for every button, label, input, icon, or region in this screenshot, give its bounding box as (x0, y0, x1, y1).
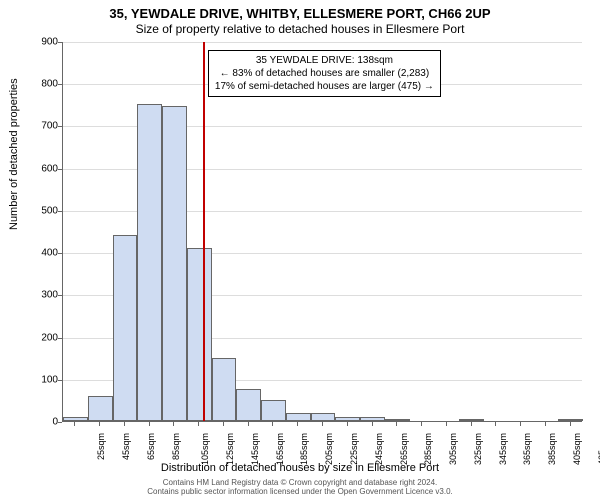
histogram-bar (162, 106, 187, 421)
chart-title-sub: Size of property relative to detached ho… (0, 22, 600, 36)
ytick-mark (58, 211, 62, 212)
xtick-label: 145sqm (250, 433, 260, 465)
xtick-label: 165sqm (275, 433, 285, 465)
histogram-bar (88, 396, 113, 421)
plot-area (62, 42, 582, 422)
histogram-bar (360, 417, 385, 421)
xtick-label: 265sqm (399, 433, 409, 465)
xtick-mark (347, 422, 348, 426)
ytick-mark (58, 422, 62, 423)
credit-text: Contains HM Land Registry data © Crown c… (0, 478, 600, 497)
xtick-mark (198, 422, 199, 426)
xtick-mark (124, 422, 125, 426)
xtick-mark (173, 422, 174, 426)
histogram-bar (236, 389, 261, 421)
xtick-mark (446, 422, 447, 426)
xtick-label: 305sqm (448, 433, 458, 465)
xtick-label: 365sqm (522, 433, 532, 465)
histogram-bar (137, 104, 162, 421)
histogram-bar (286, 413, 311, 421)
xtick-mark (223, 422, 224, 426)
xtick-mark (322, 422, 323, 426)
xtick-mark (570, 422, 571, 426)
xtick-mark (421, 422, 422, 426)
xtick-mark (372, 422, 373, 426)
histogram-bar (385, 419, 410, 421)
ytick-mark (58, 295, 62, 296)
xtick-label: 285sqm (423, 433, 433, 465)
ytick-label: 400 (28, 248, 58, 259)
ytick-label: 900 (28, 37, 58, 48)
xtick-mark (471, 422, 472, 426)
ytick-mark (58, 84, 62, 85)
xtick-mark (272, 422, 273, 426)
xtick-label: 125sqm (225, 433, 235, 465)
histogram-bar (63, 417, 88, 421)
gridline (63, 42, 582, 43)
xtick-label: 205sqm (324, 433, 334, 465)
ytick-label: 700 (28, 121, 58, 132)
ytick-mark (58, 338, 62, 339)
xtick-label: 185sqm (300, 433, 310, 465)
ytick-label: 0 (28, 417, 58, 428)
histogram-bar (113, 235, 138, 421)
xtick-label: 405sqm (572, 433, 582, 465)
ytick-mark (58, 253, 62, 254)
xtick-mark (99, 422, 100, 426)
histogram-bar (187, 248, 212, 421)
xtick-label: 385sqm (547, 433, 557, 465)
xtick-mark (520, 422, 521, 426)
annotation-box: 35 YEWDALE DRIVE: 138sqm← 83% of detache… (208, 50, 441, 97)
ytick-label: 200 (28, 332, 58, 343)
xtick-label: 345sqm (498, 433, 508, 465)
xtick-label: 45sqm (121, 433, 131, 460)
y-axis-label: Number of detached properties (8, 78, 20, 230)
xtick-label: 325sqm (473, 433, 483, 465)
ytick-label: 800 (28, 79, 58, 90)
xtick-mark (396, 422, 397, 426)
histogram-bar (335, 417, 360, 421)
xtick-mark (495, 422, 496, 426)
xtick-label: 425sqm (597, 433, 600, 465)
reference-line (203, 42, 205, 421)
ytick-label: 300 (28, 290, 58, 301)
xtick-label: 225sqm (349, 433, 359, 465)
ytick-mark (58, 380, 62, 381)
histogram-bar (558, 419, 583, 421)
xtick-mark (248, 422, 249, 426)
histogram-bar (261, 400, 286, 421)
xtick-mark (545, 422, 546, 426)
ytick-label: 600 (28, 163, 58, 174)
ytick-label: 100 (28, 374, 58, 385)
histogram-bar (212, 358, 237, 421)
credit-line: Contains HM Land Registry data © Crown c… (0, 478, 600, 488)
xtick-label: 105sqm (200, 433, 210, 465)
ytick-mark (58, 126, 62, 127)
histogram-bar (311, 413, 336, 421)
xtick-mark (297, 422, 298, 426)
xtick-mark (74, 422, 75, 426)
xtick-mark (149, 422, 150, 426)
credit-line: Contains public sector information licen… (0, 487, 600, 497)
annotation-line: ← 83% of detached houses are smaller (2,… (215, 67, 434, 80)
xtick-label: 85sqm (171, 433, 181, 460)
annotation-line: 17% of semi-detached houses are larger (… (215, 80, 434, 93)
chart-title-main: 35, YEWDALE DRIVE, WHITBY, ELLESMERE POR… (0, 6, 600, 21)
xtick-label: 65sqm (146, 433, 156, 460)
ytick-label: 500 (28, 205, 58, 216)
ytick-mark (58, 42, 62, 43)
ytick-mark (58, 169, 62, 170)
xtick-label: 25sqm (96, 433, 106, 460)
annotation-line: 35 YEWDALE DRIVE: 138sqm (215, 54, 434, 67)
xtick-label: 245sqm (374, 433, 384, 465)
histogram-bar (459, 419, 484, 421)
